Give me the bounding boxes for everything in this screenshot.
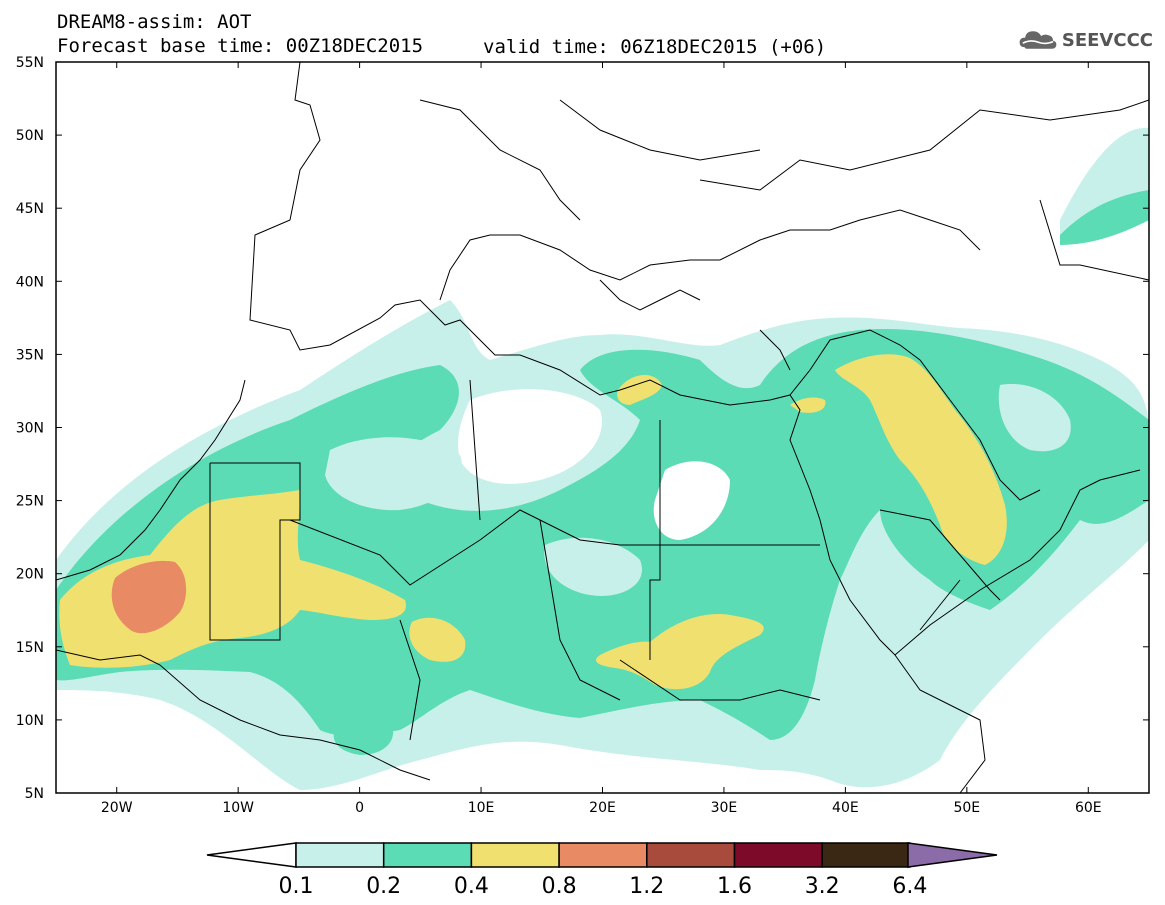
aot-clear-libya: [458, 389, 602, 484]
x-tick-label: 10W: [222, 800, 254, 816]
valid-time: valid time: 06Z18DEC2015 (+06): [483, 36, 827, 58]
aot-contour-0.4-niger: [409, 617, 466, 662]
y-tick-label: 35N: [16, 347, 44, 363]
y-tick-label: 25N: [16, 494, 44, 510]
aot-contour-0.2: [56, 329, 1149, 740]
colorbar-swatch: [821, 842, 911, 868]
logo-text: SEEVCCC: [1061, 29, 1153, 51]
y-tick-label: 55N: [16, 55, 44, 71]
colorbar-label: 3.2: [805, 874, 840, 899]
cloud-icon: [1019, 31, 1057, 49]
colorbar-lower-arrow: [206, 842, 297, 868]
colorbar: 0.1 0.2 0.4 0.8 1.2 1.6 3.2 6.4: [206, 842, 998, 899]
colorbar-label: 1.2: [629, 874, 664, 899]
y-tick-label: 50N: [16, 128, 44, 144]
aot-clear-chad: [544, 537, 642, 596]
x-tick-label: 10E: [468, 800, 495, 816]
x-tick-label: 40E: [832, 800, 859, 816]
colorbar-upper-arrow: [907, 842, 998, 868]
aot-contour-0.4-libya: [617, 374, 662, 405]
aot-contour-0.4-iraq-gulf: [835, 354, 1007, 565]
x-tick-label: 60E: [1075, 800, 1102, 816]
aot-clear-iran: [998, 384, 1071, 452]
y-tick-label: 5N: [25, 786, 44, 802]
aot-clear-egypt: [653, 461, 730, 540]
aot-contour-0.8-coast: [111, 560, 187, 634]
colorbar-label: 0.1: [279, 874, 314, 899]
aerosol-field: [56, 127, 1149, 790]
forecast-base-time: Forecast base time: 00Z18DEC2015: [57, 35, 424, 57]
colorbar-swatch: [733, 842, 823, 868]
colorbar-label: 1.6: [717, 874, 752, 899]
aot-clear-sahara: [325, 437, 462, 511]
y-tick-label: 40N: [16, 274, 44, 290]
y-tick-label: 15N: [16, 640, 44, 656]
aot-contour-0.2-caspian: [1060, 190, 1149, 245]
colorbar-swatch: [558, 842, 648, 868]
colorbar-swatch: [382, 842, 473, 868]
y-tick-label: 10N: [16, 713, 44, 729]
colorbar-swatch: [295, 842, 385, 868]
y-tick-label: 45N: [16, 201, 44, 217]
colorbar-swatch: [470, 842, 560, 868]
x-tick-label: 50E: [953, 800, 980, 816]
y-tick-label: 20N: [16, 567, 44, 583]
seevccc-logo: SEEVCCC: [1018, 24, 1153, 56]
x-tick-label: 20E: [589, 800, 616, 816]
x-tick-label: 20W: [101, 800, 133, 816]
colorbar-swatch: [646, 842, 736, 868]
colorbar-label: 0.4: [454, 874, 489, 899]
colorbar-label: 6.4: [892, 874, 927, 899]
aot-contour-0.4-sudan: [595, 614, 764, 690]
colorbar-label: 0.2: [366, 874, 401, 899]
aot-contour-0.2-guinea: [333, 713, 394, 755]
map-title: DREAM8-assim: AOT: [57, 11, 252, 33]
y-tick-label: 30N: [16, 421, 44, 437]
x-tick-label: 30E: [711, 800, 738, 816]
axis-ticks: 20W 10W 0 10E 20E 30E 40E 50E 60E 55N 50N 45N 40N 35N…: [16, 55, 1149, 816]
coastlines: [56, 62, 1149, 793]
x-tick-label: 0: [355, 800, 364, 816]
colorbar-label: 0.8: [542, 874, 577, 899]
